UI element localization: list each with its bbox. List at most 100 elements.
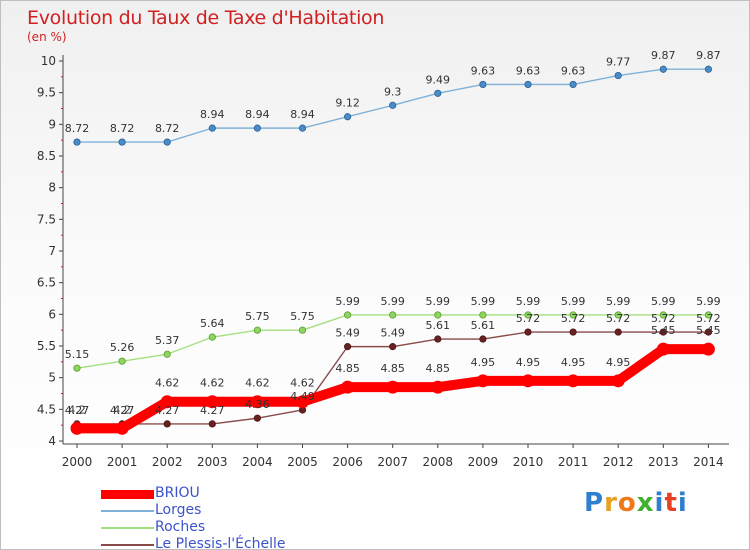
data-point [341, 380, 355, 394]
data-label: 8.72 [155, 122, 180, 135]
data-point [208, 124, 216, 132]
data-label: 5.99 [606, 295, 631, 308]
data-point [70, 421, 84, 435]
y-tick-label: 8.5 [37, 149, 56, 163]
data-label: 9.63 [516, 64, 541, 77]
data-point [566, 374, 580, 388]
data-label: 5.72 [651, 312, 676, 325]
data-point [614, 311, 622, 319]
data-label: 4.62 [290, 377, 315, 390]
x-tick-label: 2014 [693, 455, 724, 469]
data-label: 4.62 [245, 377, 270, 390]
legend-swatch [101, 544, 154, 546]
data-point [205, 395, 219, 409]
data-label: 4.95 [561, 356, 586, 369]
data-label: 4.62 [200, 377, 225, 390]
logo-letter: x [636, 488, 655, 518]
data-label: 5.49 [335, 327, 360, 340]
logo-letter: P [584, 488, 605, 518]
data-point [569, 328, 577, 336]
series-roches [73, 311, 713, 372]
data-label: 9.87 [696, 49, 721, 62]
data-label: 9.63 [471, 64, 496, 77]
data-point [479, 311, 487, 319]
y-tick-label: 8 [48, 181, 56, 195]
data-point [524, 80, 532, 89]
y-tick-label: 5.5 [37, 339, 56, 353]
data-label: 4.27 [110, 404, 135, 417]
data-point [298, 326, 307, 334]
data-point [343, 311, 352, 319]
legend-label: Lorges [155, 502, 202, 518]
data-label: 5.99 [696, 295, 721, 308]
data-point [476, 374, 490, 388]
data-point [115, 421, 129, 435]
data-label: 4.85 [335, 362, 360, 375]
data-label: 8.94 [200, 108, 225, 121]
data-point [253, 414, 261, 422]
data-label: 5.99 [561, 295, 586, 308]
data-point [569, 80, 577, 89]
data-label: 5.99 [651, 295, 676, 308]
x-tick-label: 2012 [603, 455, 634, 469]
data-point [253, 124, 261, 132]
data-label: 5.37 [155, 334, 180, 347]
y-tick-label: 6.5 [37, 276, 56, 290]
data-point [118, 138, 126, 146]
data-point [659, 328, 667, 336]
data-point [611, 374, 625, 388]
data-point [704, 65, 713, 73]
x-tick-label: 2005 [287, 455, 318, 469]
data-label: 5.99 [426, 295, 451, 308]
data-label: 8.94 [245, 108, 270, 121]
data-label: 5.49 [380, 327, 405, 340]
data-point [343, 343, 352, 351]
x-tick-label: 2000 [62, 455, 93, 469]
y-tick-label: 9.5 [37, 86, 56, 100]
data-point [659, 311, 667, 319]
data-label: 9.49 [426, 73, 451, 86]
data-point [521, 374, 535, 388]
data-label: 5.61 [471, 319, 496, 332]
data-point [524, 311, 532, 319]
series-layer [70, 65, 715, 435]
data-point [250, 395, 264, 409]
chart-axes: 4 4.5 5 5.5 6 6.5 7 7.5 8 8.5 9 9.5 10 2000 2001 2002 20… [37, 54, 729, 469]
logo-letter: i [654, 488, 665, 518]
data-labels-layer: 4.2 4.2 4.62 4.62 4.62 4.62 4.85 4.85 4.85 4.95 4.… [65, 49, 721, 417]
data-label: 8.72 [110, 122, 135, 135]
data-point [434, 311, 442, 319]
data-label: 5.72 [606, 312, 631, 325]
chart-title: Evolution du Taux de Taxe d'Habitation [27, 7, 385, 29]
legend-label: Le Plessis-l'Échelle [155, 536, 286, 550]
x-tick-label: 2008 [423, 455, 454, 469]
data-point [614, 71, 622, 80]
data-label: 4.36 [245, 398, 270, 411]
x-tick-label: 2013 [648, 455, 679, 469]
legend-swatch [101, 527, 154, 529]
x-tick-label: 2004 [242, 455, 273, 469]
chart-subtitle: (en %) [27, 30, 67, 44]
data-label: 9.77 [606, 56, 631, 69]
x-tick-label: 2003 [197, 455, 228, 469]
data-point [73, 364, 81, 372]
data-label: 4.95 [606, 356, 631, 369]
data-point [569, 311, 577, 319]
data-point [389, 311, 397, 319]
x-tick-label: 2002 [152, 455, 183, 469]
series-lorges [73, 65, 713, 146]
y-tick-label: 9 [48, 117, 56, 131]
x-tick-label: 2010 [513, 455, 544, 469]
data-point [434, 89, 442, 97]
logo-letter: i [677, 488, 688, 518]
data-label: 5.75 [245, 310, 270, 323]
y-tick-label: 6 [48, 307, 56, 321]
data-point [160, 395, 174, 409]
data-label: 9.12 [335, 97, 360, 110]
data-label: 4.85 [426, 362, 451, 375]
y-tick-label: 4 [48, 434, 56, 448]
data-label: 5.15 [65, 348, 90, 361]
data-label: 4.62 [155, 377, 180, 390]
